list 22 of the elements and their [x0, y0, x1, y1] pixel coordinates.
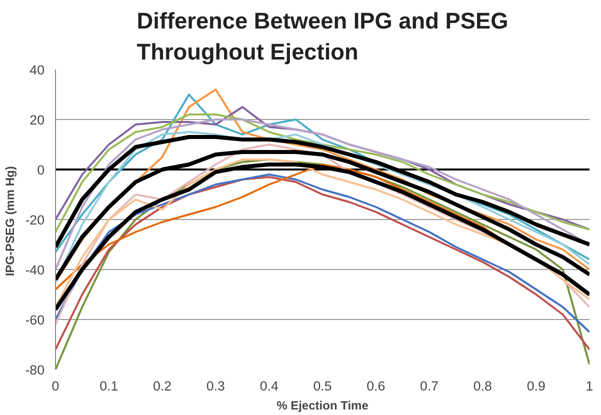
line-series	[56, 135, 590, 249]
y-axis-title: IPG-PSEG (mm Hg)	[3, 166, 18, 276]
x-tick-label: 0.4	[260, 378, 279, 394]
y-tick-label: 40	[30, 62, 45, 78]
x-tick-label: 0.5	[313, 378, 332, 394]
x-tick-label: 0.3	[206, 378, 225, 394]
x-tick-label: 0.1	[100, 378, 118, 394]
x-tick-label: 0.9	[526, 378, 546, 394]
y-tick-label: 0	[37, 162, 45, 178]
y-tick-label: 20	[30, 112, 45, 128]
x-tick-label: 0.7	[420, 378, 439, 394]
x-axis-title: % Ejection Time	[276, 398, 369, 412]
y-tick-label: -20	[25, 212, 44, 228]
x-tick-label: 0.6	[366, 378, 386, 394]
chart-title: Difference Between IPG and PSEG Throughout Ejection	[136, 7, 508, 64]
x-tick-label: 1	[586, 378, 594, 394]
x-tick-label: 0.8	[473, 378, 492, 394]
x-tick-label: 0.2	[153, 378, 172, 394]
x-tick-label: 0	[52, 378, 60, 394]
y-tick-label: -60	[25, 312, 44, 328]
y-tick-label: -40	[25, 262, 44, 278]
y-tick-label: -80	[25, 362, 44, 378]
